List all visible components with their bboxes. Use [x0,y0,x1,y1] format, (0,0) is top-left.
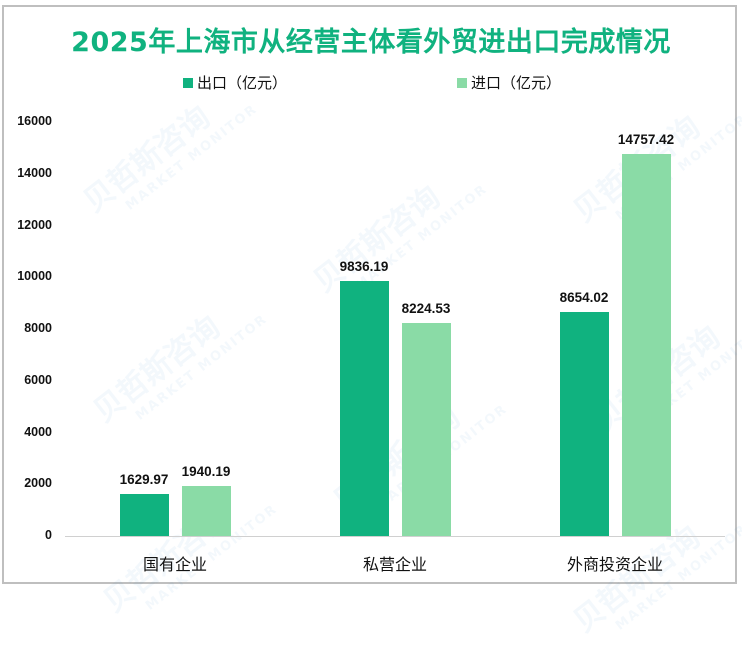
y-tick-label: 16000 [17,114,52,128]
y-tick-label: 8000 [24,321,52,335]
bar-value-label: 1629.97 [119,471,169,487]
x-category-label: 国有企业 [142,555,207,574]
legend-label-export: 出口（亿元） [197,74,288,92]
y-tick-label: 14000 [17,165,52,180]
bar-import [181,485,231,536]
bar-value-label: 8654.02 [559,290,609,306]
legend: 出口（亿元） 进口（亿元） [0,72,742,94]
legend-label-import: 进口（亿元） [471,74,562,92]
bar-value-label: 14757.42 [617,132,675,148]
legend-item-export: 出口（亿元） [183,72,287,93]
x-category-label: 外商投资企业 [566,555,663,574]
y-tick-label: 0 [45,528,52,542]
bar-value-label: 8224.53 [401,301,451,317]
y-tick-label: 2000 [24,476,52,491]
bar-value-label: 1940.19 [181,463,231,479]
y-tick-label: 4000 [24,424,52,439]
bar-import [401,323,451,536]
chart-title: 2025年上海市从经营主体看外贸进出口完成情况 [71,27,671,58]
y-tick-label: 6000 [24,372,52,387]
bar-export [119,493,169,536]
legend-swatch-export [183,77,193,88]
legend-swatch-import [457,77,467,88]
x-category-label: 私营企业 [362,555,427,574]
y-tick-label: 12000 [17,217,52,232]
bar-export [559,312,609,536]
bar-export [339,281,389,536]
legend-item-import: 进口（亿元） [457,72,561,93]
bar-value-label: 9836.19 [339,259,389,275]
bar-import [621,154,671,536]
x-axis-line [65,536,725,537]
y-tick-label: 10000 [17,269,52,284]
